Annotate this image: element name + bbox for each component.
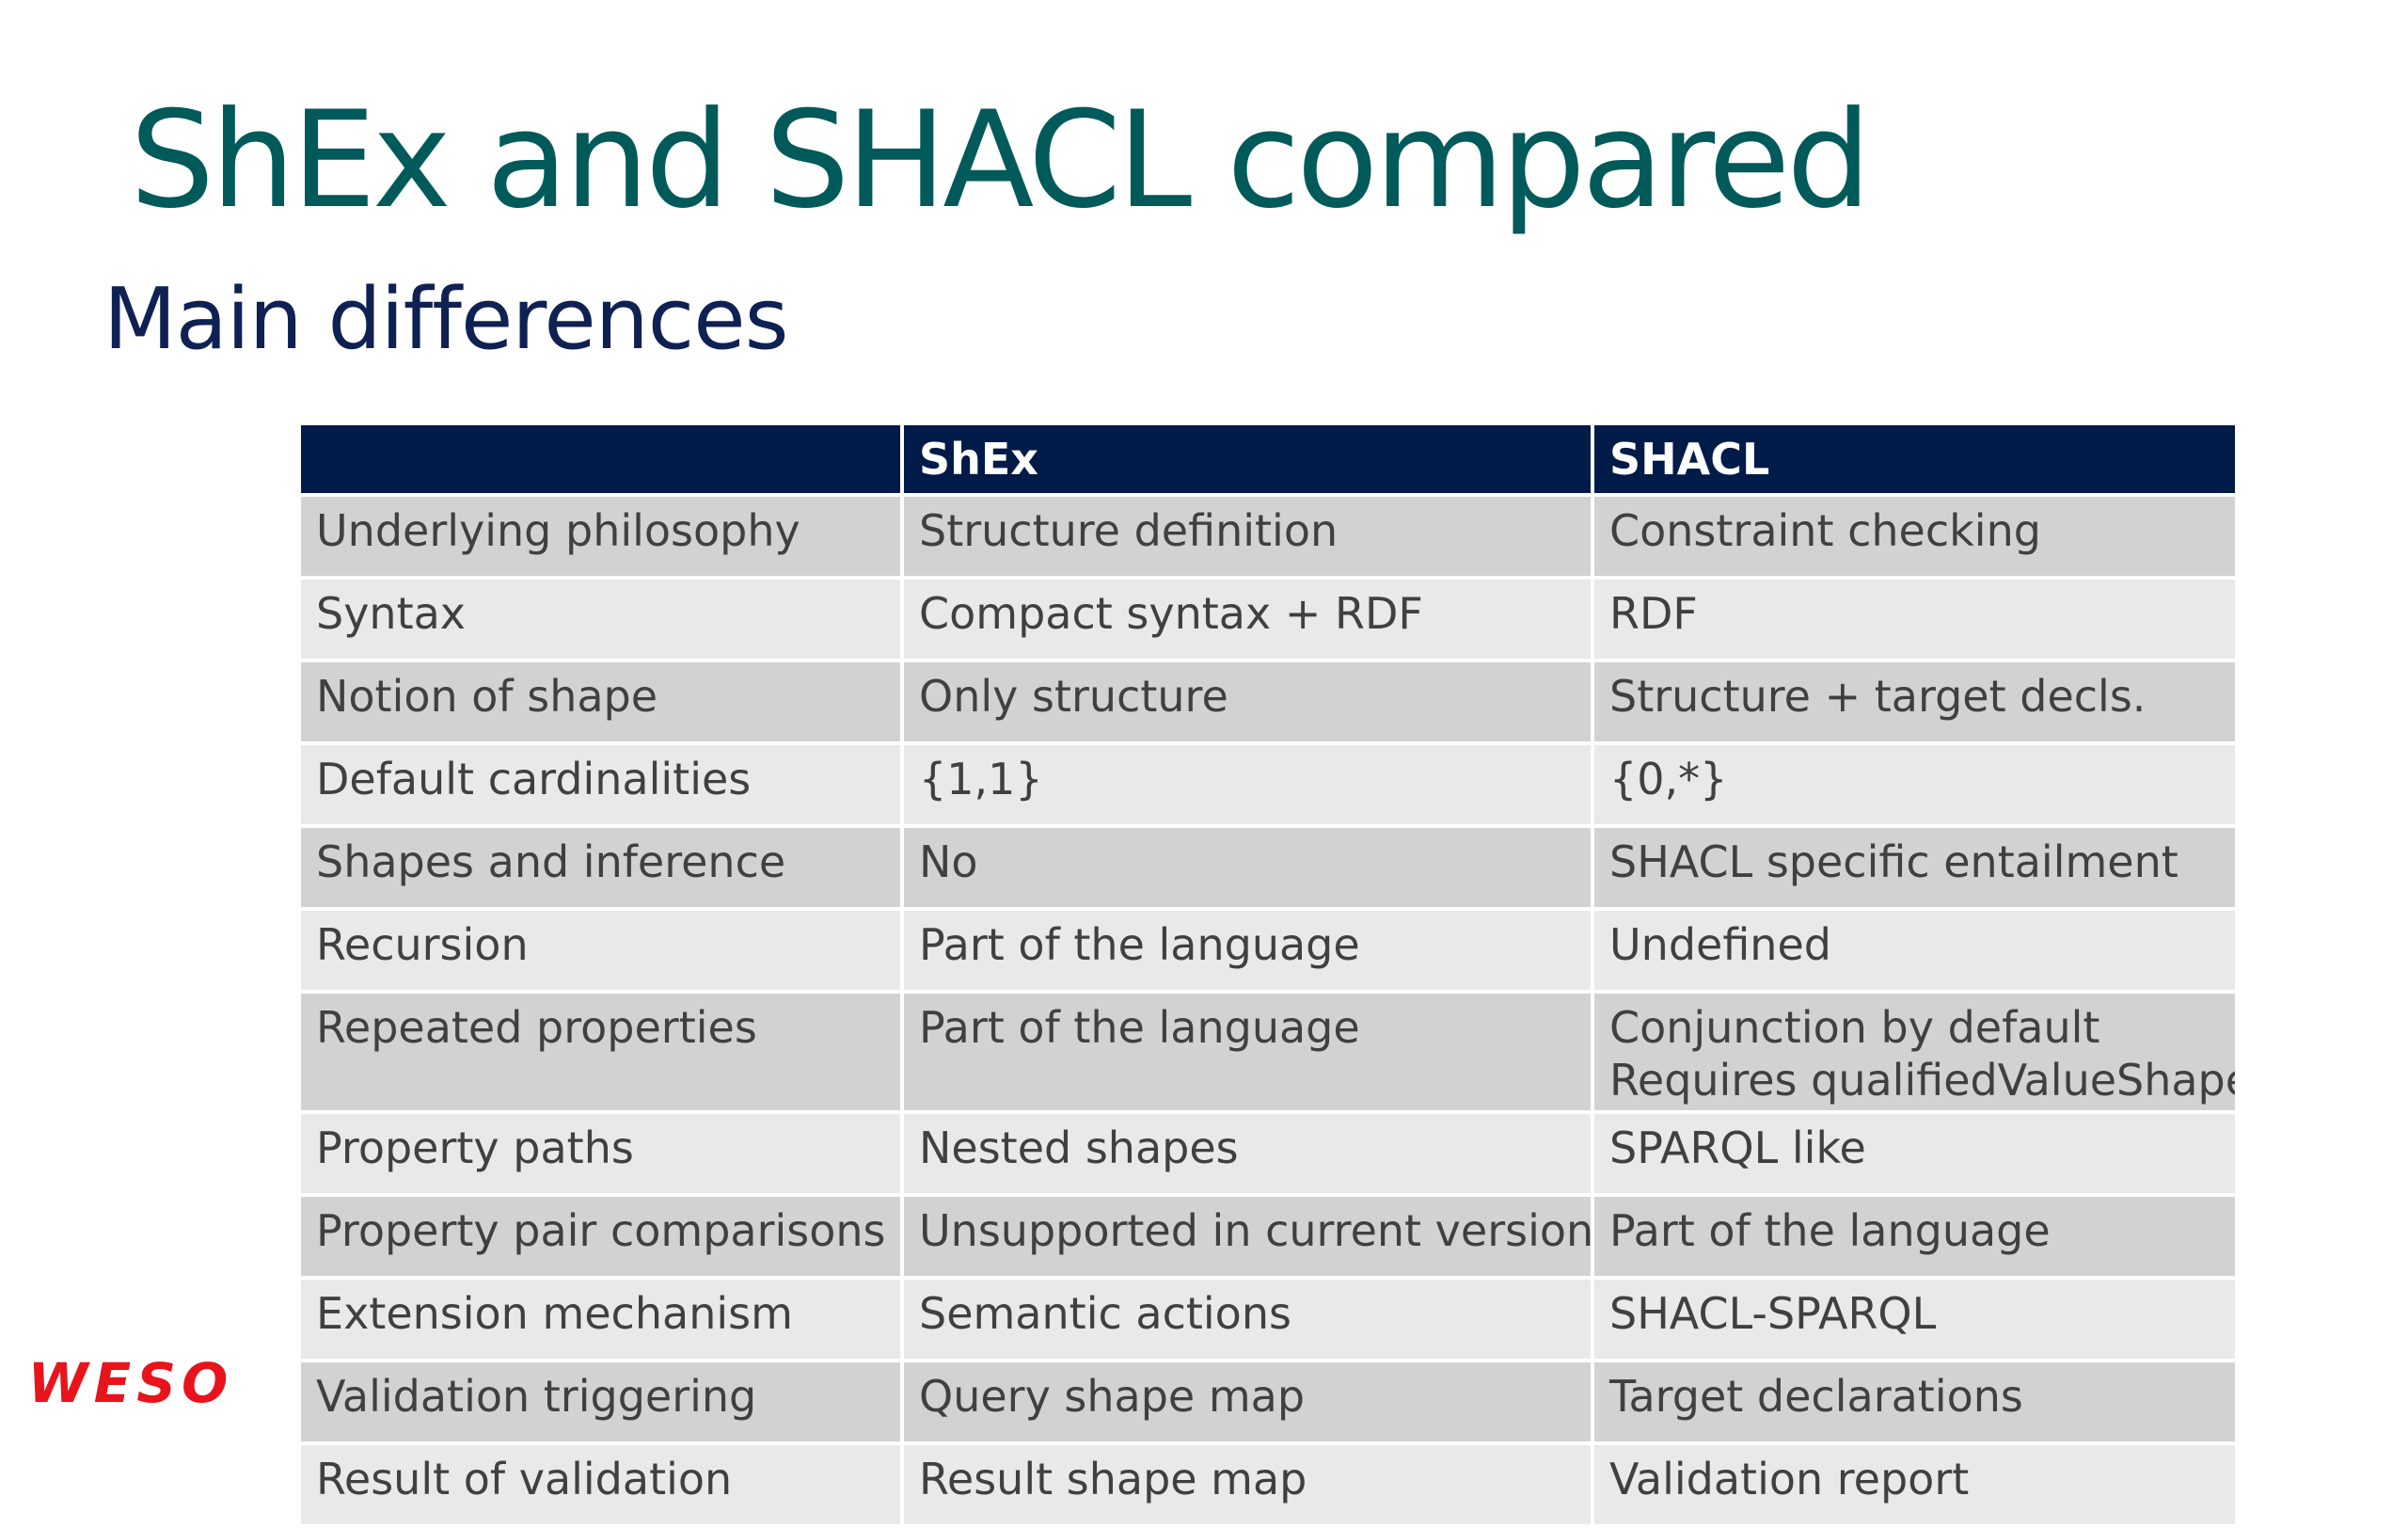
cell-shacl-line: Structure + target decls.: [1609, 671, 2147, 722]
cell-feature: Syntax: [297, 578, 904, 662]
cell-shex: Query shape map: [900, 1361, 1594, 1445]
cell-shacl-line: Target declarations: [1609, 1371, 2023, 1422]
cell-shex: Result shape map: [900, 1443, 1594, 1528]
cell-shex: Structure definition: [900, 495, 1594, 580]
cell-feature: Recursion: [297, 909, 904, 994]
cell-shacl-line: Requires qualifiedValueShapes: [1609, 1055, 2237, 1106]
svg-text:WESO: WESO: [34, 1355, 228, 1413]
cell-shacl: SHACL specific entailment: [1591, 826, 2239, 911]
slide-title: ShEx and SHACL compared: [130, 83, 1871, 238]
cell-shacl-line: {0,*}: [1609, 754, 1728, 804]
cell-shex: Only structure: [900, 661, 1594, 745]
table-row: Default cardinalities {1,1} {0,*}: [297, 743, 2239, 828]
cell-feature: Property paths: [297, 1112, 904, 1197]
cell-shacl: Constraint checking: [1591, 495, 2239, 580]
cell-shacl: Conjunction by default Requires qualified…: [1591, 992, 2239, 1114]
table-row: Syntax Compact syntax + RDF RDF: [297, 578, 2239, 662]
cell-shacl-line: Conjunction by default: [1609, 1002, 2100, 1053]
table-header-row: ShEx SHACL: [297, 425, 2239, 497]
cell-feature: Property pair comparisons: [297, 1195, 904, 1280]
cell-shacl-line: RDF: [1609, 588, 1698, 639]
cell-shacl-line: Undefined: [1609, 919, 1831, 970]
cell-shacl: Validation report: [1591, 1443, 2239, 1528]
cell-shex: Part of the language: [900, 992, 1594, 1114]
cell-feature: Shapes and inference: [297, 826, 904, 911]
cell-feature: Extension mechanism: [297, 1278, 904, 1362]
table-row: Result of validation Result shape map Vali…: [297, 1443, 2239, 1528]
cell-shacl-line: Validation report: [1609, 1454, 1970, 1504]
cell-shacl: Structure + target decls.: [1591, 661, 2239, 745]
cell-shacl-line: SHACL-SPARQL: [1609, 1288, 1937, 1339]
cell-shacl-line: SHACL specific entailment: [1609, 836, 2178, 887]
cell-shacl-line: Constraint checking: [1609, 505, 2041, 556]
table-row: Recursion Part of the language Undefined: [297, 909, 2239, 994]
cell-feature: Default cardinalities: [297, 743, 904, 828]
header-shex: ShEx: [900, 425, 1594, 497]
cell-feature: Notion of shape: [297, 661, 904, 745]
cell-shex: Semantic actions: [900, 1278, 1594, 1362]
table-row: Underlying philosophy Structure definitio…: [297, 495, 2239, 580]
cell-shacl: {0,*}: [1591, 743, 2239, 828]
cell-shex: Part of the language: [900, 909, 1594, 994]
cell-feature: Validation triggering: [297, 1361, 904, 1445]
cell-shacl-line: SPARQL like: [1609, 1122, 1866, 1173]
cell-shacl: Target declarations: [1591, 1361, 2239, 1445]
cell-shacl-line: Part of the language: [1609, 1205, 2051, 1256]
cell-feature: Underlying philosophy: [297, 495, 904, 580]
cell-feature: Result of validation: [297, 1443, 904, 1528]
cell-shacl: Part of the language: [1591, 1195, 2239, 1280]
table-row: Validation triggering Query shape map Targ…: [297, 1361, 2239, 1445]
cell-shex: {1,1}: [900, 743, 1594, 828]
table-row: Repeated properties Part of the language C…: [297, 992, 2239, 1114]
header-feature: [297, 425, 904, 497]
cell-shacl: SPARQL like: [1591, 1112, 2239, 1197]
table-body: Underlying philosophy Structure definitio…: [297, 495, 2239, 1528]
cell-shex: Compact syntax + RDF: [900, 578, 1594, 662]
slide-subtitle: Main differences: [103, 270, 789, 369]
cell-shex: No: [900, 826, 1594, 911]
table-row: Extension mechanism Semantic actions SHACL…: [297, 1278, 2239, 1362]
table-row: Notion of shape Only structure Structure +…: [297, 661, 2239, 745]
table-row: Property pair comparisons Unsupported in …: [297, 1195, 2239, 1280]
table-row: Property paths Nested shapes SPARQL like: [297, 1112, 2239, 1197]
cell-feature: Repeated properties: [297, 992, 904, 1114]
cell-shex: Nested shapes: [900, 1112, 1594, 1197]
table-row: Shapes and inference No SHACL specific ent…: [297, 826, 2239, 911]
cell-shacl: RDF: [1591, 578, 2239, 662]
comparison-table: ShEx SHACL Underlying philosophy Structur…: [297, 425, 2239, 1528]
cell-shex: Unsupported in current version: [900, 1195, 1594, 1280]
cell-shacl: Undefined: [1591, 909, 2239, 994]
cell-shacl: SHACL-SPARQL: [1591, 1278, 2239, 1362]
header-shacl: SHACL: [1591, 425, 2239, 497]
weso-logo: WESO: [34, 1355, 228, 1413]
